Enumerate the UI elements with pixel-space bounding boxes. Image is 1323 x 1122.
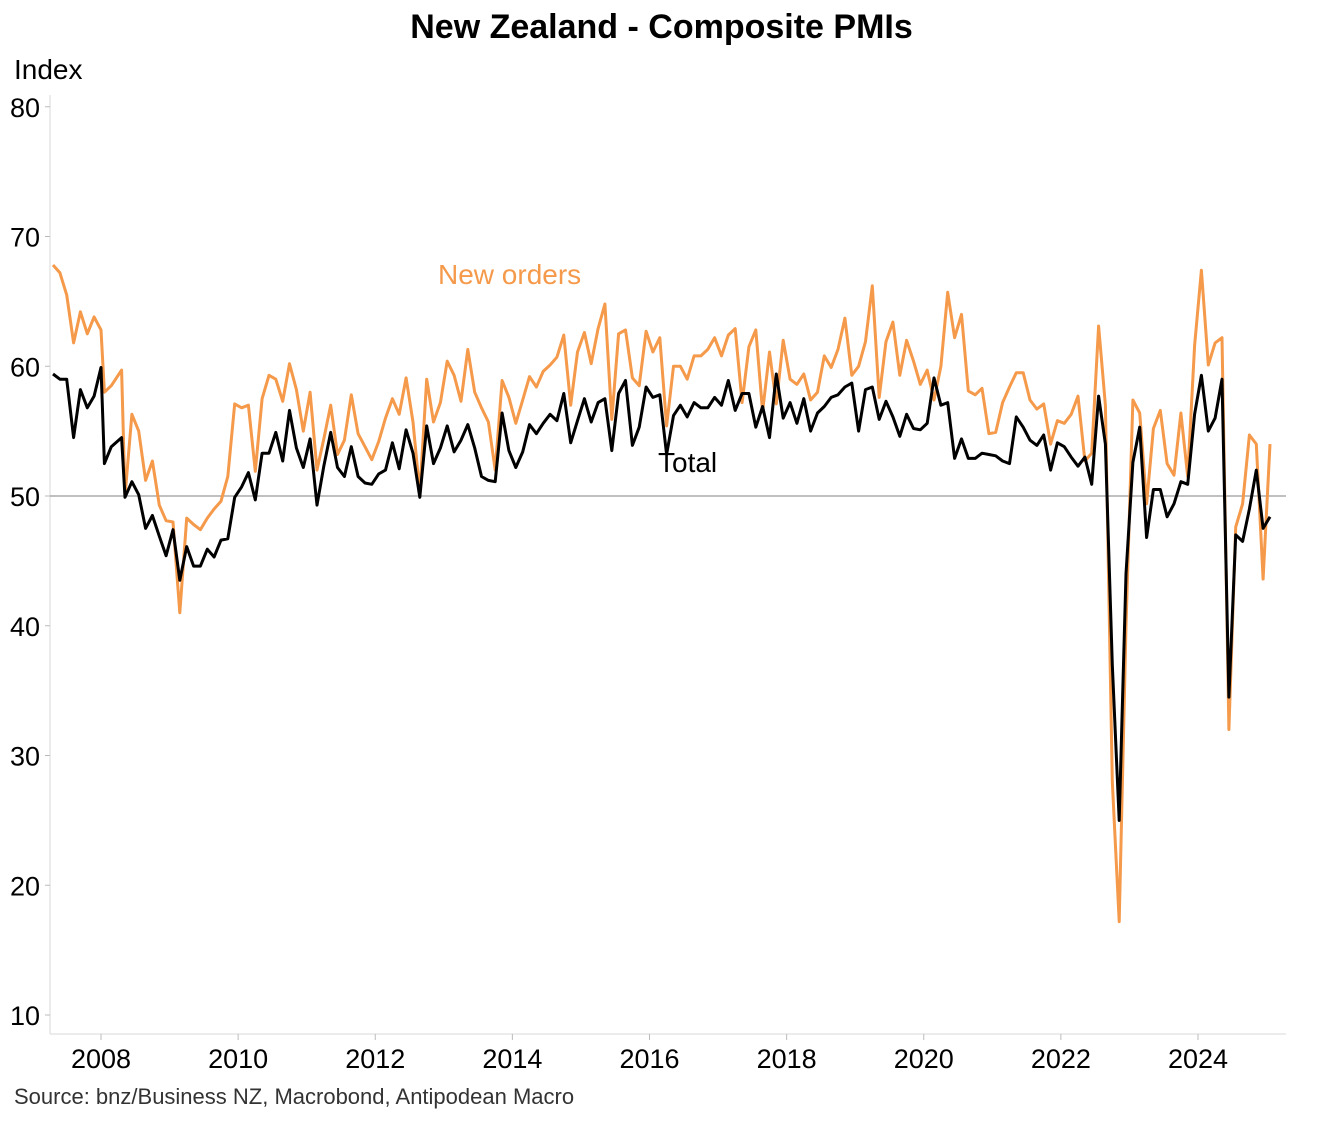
x-tick-label: 2024 bbox=[1168, 1044, 1228, 1074]
y-tick-label: 70 bbox=[10, 223, 40, 253]
y-tick-label: 60 bbox=[10, 352, 40, 382]
x-tick-label: 2022 bbox=[1031, 1044, 1091, 1074]
series-line-total bbox=[52, 366, 1272, 822]
chart-title: New Zealand - Composite PMIs bbox=[410, 8, 913, 46]
y-tick-label: 50 bbox=[10, 482, 40, 512]
x-tick-label: 2020 bbox=[894, 1044, 954, 1074]
y-tick-label: 20 bbox=[10, 871, 40, 901]
series-label-total: Total bbox=[658, 447, 717, 478]
series-line-new-orders bbox=[51, 264, 1272, 924]
y-tick-label: 80 bbox=[10, 93, 40, 123]
x-tick-label: 2012 bbox=[345, 1044, 405, 1074]
y-tick-label: 10 bbox=[10, 1001, 40, 1031]
x-tick-label: 2014 bbox=[482, 1044, 542, 1074]
x-tick-label: 2008 bbox=[71, 1044, 131, 1074]
x-tick-label: 2016 bbox=[619, 1044, 679, 1074]
y-tick-label: 40 bbox=[10, 612, 40, 642]
series-label-new-orders: New orders bbox=[438, 259, 581, 290]
x-tick-label: 2018 bbox=[757, 1044, 817, 1074]
x-tick-label: 2010 bbox=[208, 1044, 268, 1074]
y-axis-label: Index bbox=[14, 54, 83, 85]
y-tick-label: 30 bbox=[10, 742, 40, 772]
source-note: Source: bnz/Business NZ, Macrobond, Anti… bbox=[14, 1084, 575, 1109]
